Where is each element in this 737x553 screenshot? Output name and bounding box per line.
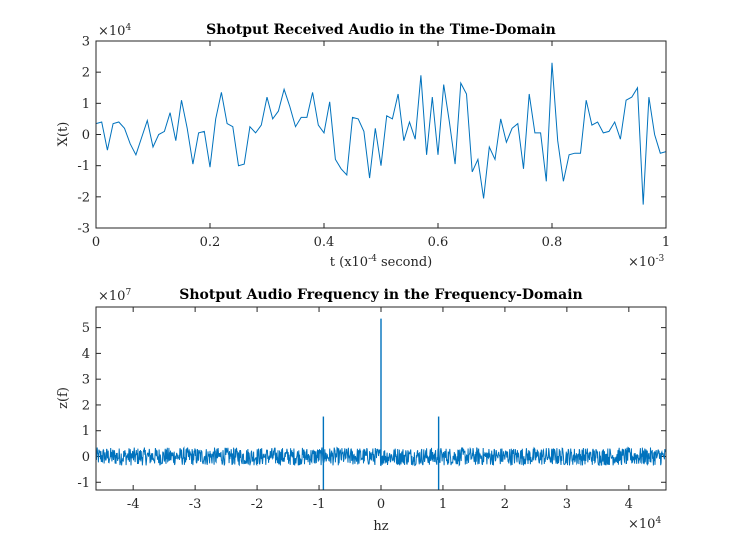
freq-plot-x-exponent: ×104 (628, 516, 661, 532)
freq-plot-x-tick-label: -2 (251, 497, 264, 512)
freq-plot-x-tick-label: 4 (625, 497, 633, 512)
freq-plot-x-tick-label: -4 (127, 497, 140, 512)
time-plot-y-tick-label: -3 (77, 222, 90, 237)
freq-noise-band (95, 446, 667, 467)
freq-plot-axes-box (95, 306, 667, 491)
freq-plot-x-tick-label: 2 (501, 497, 509, 512)
time-plot-y-tick-label: 0 (82, 128, 90, 143)
freq-plot-y-exponent: ×107 (98, 288, 131, 304)
freq-plot-x-label: hz (373, 519, 388, 534)
freq-plot-y-tick-label: 3 (82, 373, 90, 388)
freq-plot-x-tick-label: 0 (377, 497, 385, 512)
time-plot-y-tick-label: 1 (82, 97, 90, 112)
freq-plot-x-ticks: -4 -3 -2 -1 0 1 2 3 4 (127, 307, 633, 512)
frequency-domain-plot: Shotput Audio Frequency in the Frequency… (56, 287, 667, 534)
freq-plot-y-tick-label: 1 (82, 424, 90, 439)
time-plot-y-label: X(t) (56, 122, 71, 147)
freq-plot-y-label: z(f) (56, 387, 71, 409)
time-signal-line (95, 62, 667, 205)
freq-plot-y-tick-label: -1 (77, 476, 90, 491)
freq-plot-x-tick-label: 3 (563, 497, 571, 512)
freq-plot-y-tick-label: 5 (82, 321, 90, 336)
freq-spikes (322, 318, 440, 490)
freq-plot-title: Shotput Audio Frequency in the Frequency… (179, 287, 582, 303)
time-plot-y-tick-label: -2 (77, 190, 90, 205)
time-plot-axes-box (95, 40, 667, 229)
time-plot-x-tick-label: 0 (92, 235, 100, 250)
time-plot-x-exponent: ×10-3 (628, 254, 664, 270)
time-plot-x-label: t (x10-4 second) (330, 254, 432, 270)
time-plot-y-ticks: -3 -2 -1 0 1 2 3 (77, 35, 666, 237)
time-plot-y-tick-label: 2 (82, 66, 90, 81)
freq-plot-y-tick-label: 2 (82, 398, 90, 413)
freq-plot-x-tick-label: -3 (189, 497, 202, 512)
time-plot-title: Shotput Received Audio in the Time-Domai… (206, 22, 556, 38)
freq-plot-x-tick-label: -1 (313, 497, 326, 512)
freq-plot-x-tick-label: 1 (439, 497, 447, 512)
time-domain-plot: Shotput Received Audio in the Time-Domai… (56, 22, 670, 270)
freq-plot-y-tick-label: 0 (82, 450, 90, 465)
time-plot-x-tick-label: 0.8 (542, 235, 563, 250)
time-plot-y-tick-label: -1 (77, 159, 90, 174)
time-plot-y-exponent: ×104 (98, 23, 131, 39)
time-plot-x-tick-label: 1 (662, 235, 670, 250)
freq-plot-y-tick-label: 4 (82, 347, 90, 362)
time-plot-x-ticks: 0 0.2 0.4 0.6 0.8 1 (92, 41, 670, 250)
time-plot-x-tick-label: 0.2 (200, 235, 221, 250)
time-plot-y-tick-label: 3 (82, 35, 90, 50)
time-plot-x-tick-label: 0.4 (314, 235, 335, 250)
freq-plot-y-ticks: -1 0 1 2 3 4 5 (77, 321, 666, 491)
time-plot-x-tick-label: 0.6 (428, 235, 449, 250)
